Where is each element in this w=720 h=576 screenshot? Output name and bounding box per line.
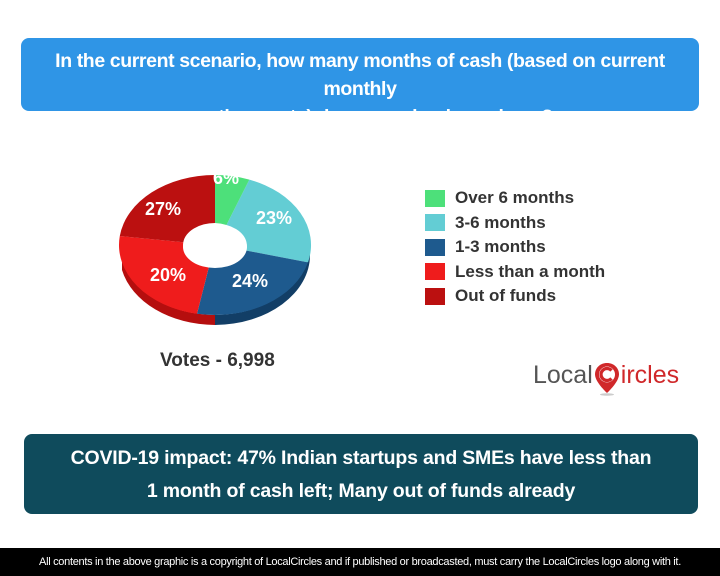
question-line-2: operating costs) does your business have… xyxy=(167,106,553,128)
copyright-footer: All contents in the above graphic is a c… xyxy=(0,548,720,576)
donut-chart: 6% 23% 24% 20% 27% xyxy=(110,165,320,330)
legend-swatch xyxy=(425,214,445,232)
legend-label: Less than a month xyxy=(455,261,606,281)
location-pin-icon xyxy=(594,362,620,396)
donut-chart-graphic xyxy=(118,174,312,325)
legend-label: Over 6 months xyxy=(455,188,575,208)
legend-swatch xyxy=(425,263,445,281)
legend-item-3-6-months: 3-6 months xyxy=(425,211,605,236)
legend-item-1-3-months: 1-3 months xyxy=(425,235,605,260)
slice-label-3-6-months: 23% xyxy=(256,208,293,228)
chart-legend: Over 6 months 3-6 months 1-3 months Less… xyxy=(425,186,605,309)
legend-swatch xyxy=(425,238,445,256)
legend-label: 3-6 months xyxy=(455,212,546,232)
slice-label-less-than-a-month: 20% xyxy=(150,265,187,285)
question-banner: In the current scenario, how many months… xyxy=(21,38,699,128)
slice-label-out-of-funds: 27% xyxy=(145,199,182,219)
logo-text-circles: ircles xyxy=(620,360,680,389)
headline-line-2: 1 month of cash left; Many out of funds … xyxy=(146,480,576,502)
votes-count: Votes - 6,998 xyxy=(160,350,275,371)
legend-swatch xyxy=(425,287,445,305)
legend-item-less-than-a-month: Less than a month xyxy=(425,260,605,285)
legend-label: Out of funds xyxy=(455,286,557,306)
headline-line-1: COVID-19 impact: 47% Indian startups and… xyxy=(70,447,652,469)
legend-swatch xyxy=(425,189,445,207)
legend-item-out-of-funds: Out of funds xyxy=(425,284,605,309)
legend-item-over-6-months: Over 6 months xyxy=(425,186,605,211)
question-line-1: In the current scenario, how many months… xyxy=(55,50,665,100)
headline-banner: COVID-19 impact: 47% Indian startups and… xyxy=(24,434,698,514)
slice-label-1-3-months: 24% xyxy=(232,271,269,291)
legend-label: 1-3 months xyxy=(455,237,546,257)
logo-text-local: Local xyxy=(533,360,593,389)
slice-label-over-6-months: 6% xyxy=(213,168,240,188)
localcircles-logo: Local ircles xyxy=(533,358,680,396)
